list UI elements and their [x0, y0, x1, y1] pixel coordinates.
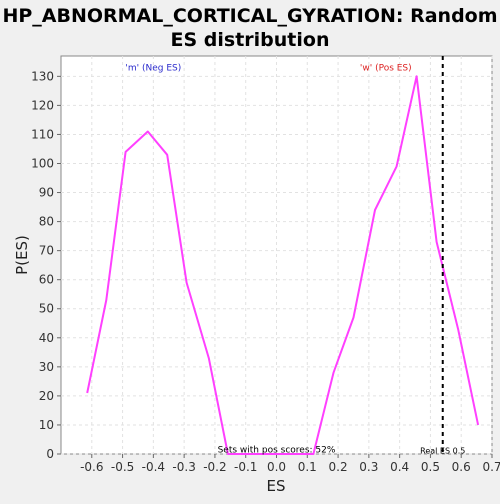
x-tick-label: 0.0 — [267, 460, 286, 474]
chart-title-line2: ES distribution — [171, 29, 330, 51]
x-tick-label: 0.4 — [390, 460, 409, 474]
x-tick-label: -0.1 — [234, 460, 257, 474]
x-tick-label: -0.5 — [111, 460, 134, 474]
pos-es-annotation: 'w' (Pos ES) — [360, 64, 412, 74]
y-tick-label: 40 — [39, 331, 54, 345]
y-tick-label: 90 — [39, 186, 54, 200]
y-tick-label: 50 — [39, 302, 54, 316]
x-tick-label: -0.6 — [80, 460, 103, 474]
x-tick-label: 0.1 — [298, 460, 317, 474]
y-tick-label: 20 — [39, 389, 54, 403]
neg-es-annotation: 'm' (Neg ES) — [125, 64, 181, 74]
y-axis-label: P(ES) — [13, 235, 31, 275]
x-tick-label: 0.3 — [359, 460, 378, 474]
series-line — [86, 75, 480, 455]
axis-layer: -0.6 -0.5 -0.4 -0.3 -0.2 -0.1 0.0 0.1 0.2 0.3 0.4 0… — [31, 69, 500, 474]
y-tick-label: 110 — [31, 127, 54, 141]
x-tick-label: -0.2 — [203, 460, 226, 474]
grid-layer — [61, 56, 493, 455]
real-es-annotation: Real ES 0.5 — [420, 446, 465, 455]
y-tick-label: 80 — [39, 215, 54, 229]
x-tick-label: 0.5 — [421, 460, 440, 474]
x-tick-label: 0.2 — [329, 460, 348, 474]
y-tick-label: 130 — [31, 69, 54, 83]
x-tick-label: -0.4 — [142, 460, 165, 474]
y-tick-label: 70 — [39, 244, 54, 258]
y-tick-label: 120 — [31, 98, 54, 112]
x-tick-label: -0.3 — [172, 460, 195, 474]
sets-pos-scores-annotation: Sets with pos scores: 52% — [218, 445, 336, 455]
y-tick-label: 10 — [39, 418, 54, 432]
y-tick-label: 100 — [31, 156, 54, 170]
y-tick-label: 60 — [39, 273, 54, 287]
y-tick-label: 30 — [39, 360, 54, 374]
x-axis-label: ES — [267, 477, 286, 495]
x-tick-label: 0.6 — [452, 460, 471, 474]
annotation-layer: 'm' (Neg ES) 'w' (Pos ES) Sets with pos sc… — [125, 64, 465, 456]
x-tick-label: 0.7 — [482, 460, 500, 474]
chart-title-line1: HP_ABNORMAL_CORTICAL_GYRATION: Random — [2, 5, 497, 27]
y-tick-label: 0 — [46, 447, 54, 461]
series-layer — [86, 56, 480, 455]
